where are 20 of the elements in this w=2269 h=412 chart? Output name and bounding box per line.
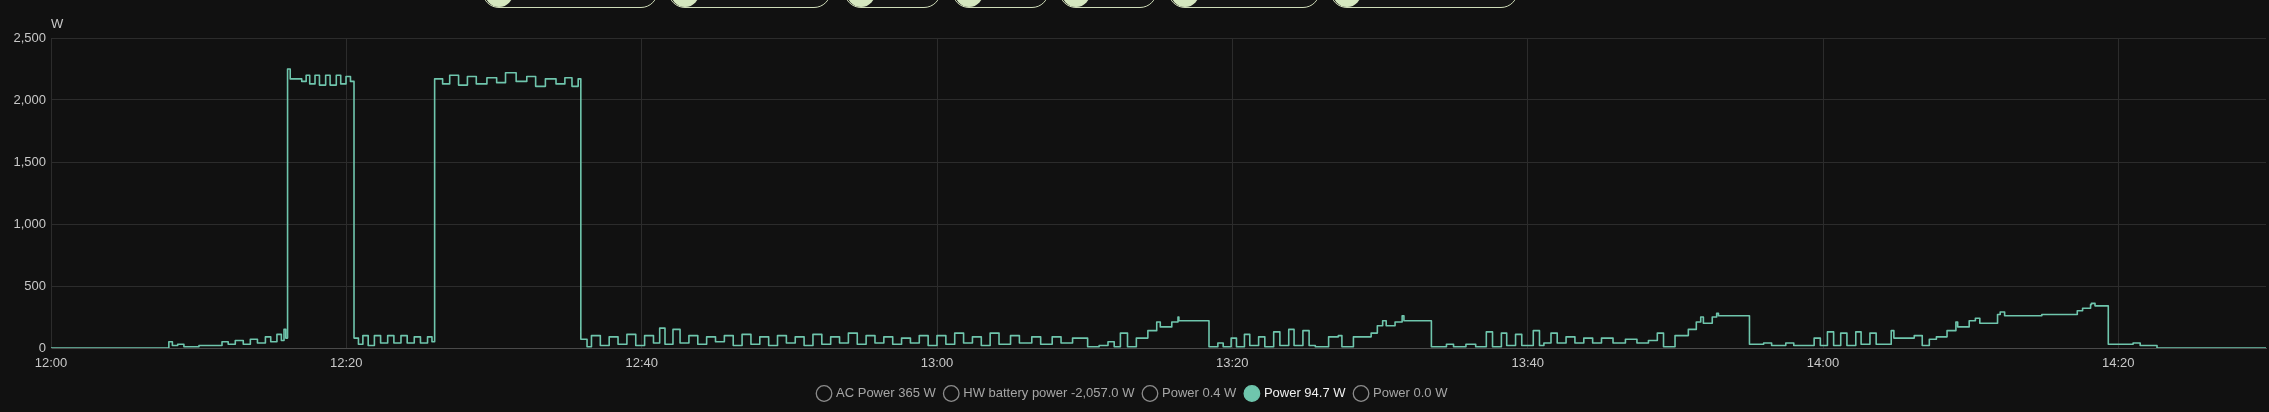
y-axis-title: W <box>51 15 64 31</box>
y-tick-label: 0 <box>38 339 46 355</box>
y-tick-label: 500 <box>24 277 46 293</box>
x-tick-label: 13:20 <box>1216 355 1249 371</box>
x-tick-label: 12:00 <box>34 355 68 371</box>
y-tick-label: 1,000 <box>13 215 46 231</box>
legend-label: HW battery power -2,057.0 W <box>963 385 1136 401</box>
x-tick-label: 14:20 <box>2102 355 2135 371</box>
x-tick-label: 12:40 <box>625 355 658 371</box>
legend-label: Power 0.4 W <box>1161 385 1238 401</box>
legend-label: Power 94.7 W <box>1263 385 1347 401</box>
x-tick-label: 12:20 <box>330 355 363 371</box>
y-tick-label: 1,500 <box>13 153 46 169</box>
legend-label: Power 0.0 W <box>1373 385 1449 401</box>
y-tick-label: 2,000 <box>13 91 46 107</box>
y-tick-label: 2,500 <box>13 29 46 45</box>
x-tick-label: 14:00 <box>1806 355 1840 371</box>
x-tick-label: 13:00 <box>920 355 954 371</box>
x-tick-label: 13:40 <box>1511 355 1544 371</box>
legend-label: AC Power 365 W <box>836 385 937 401</box>
